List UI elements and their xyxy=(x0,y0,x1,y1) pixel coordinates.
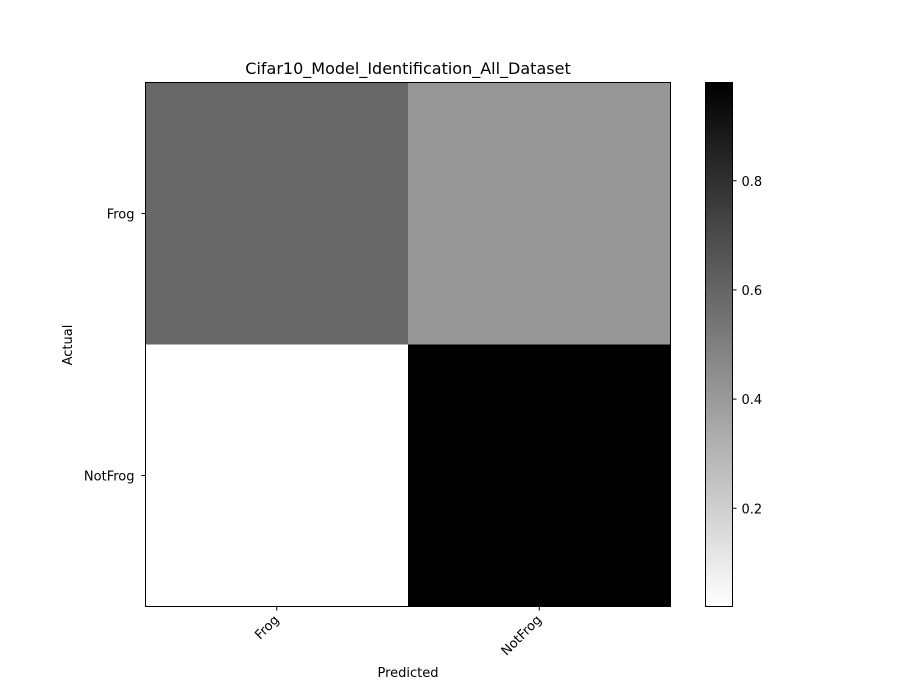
colorbar-tick-label-1: 0.4 xyxy=(742,393,763,408)
colorbar xyxy=(705,82,733,607)
heatmap-cell-0-0 xyxy=(145,82,408,345)
x-axis-label: Predicted xyxy=(377,666,438,681)
y-axis-label: Actual xyxy=(61,325,76,366)
colorbar-ticks: 0.2 0.4 0.6 0.8 xyxy=(732,175,763,517)
x-tick-label-1: NotFrog xyxy=(499,613,545,659)
y-ticks: Frog NotFrog xyxy=(84,208,146,485)
plot-frame xyxy=(145,82,671,607)
colorbar-tick-label-0: 0.2 xyxy=(742,502,763,517)
heatmap-cells xyxy=(145,82,671,607)
heatmap-cell-1-0 xyxy=(145,344,408,607)
heatmap-cell-0-1 xyxy=(408,82,671,345)
y-tick-label-1: NotFrog xyxy=(84,470,135,485)
x-tick-label-0: Frog xyxy=(252,613,282,643)
chart-title: Cifar10_Model_Identification_All_Dataset xyxy=(245,59,570,79)
y-tick-label-0: Frog xyxy=(107,208,135,223)
x-ticks: Frog NotFrog xyxy=(252,606,545,659)
heatmap-cell-1-1 xyxy=(408,344,671,607)
colorbar-tick-label-3: 0.8 xyxy=(742,175,763,190)
colorbar-tick-label-2: 0.6 xyxy=(742,284,763,299)
